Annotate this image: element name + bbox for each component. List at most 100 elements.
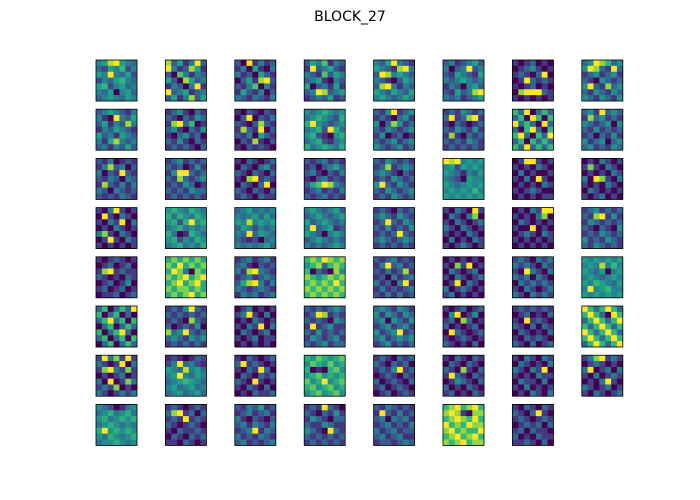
heatmap-cell [379,262,386,269]
heatmap-cell [402,225,410,232]
heatmap-cell [385,384,392,391]
heatmap-cell [547,170,554,177]
heatmap-cell [125,242,132,249]
heatmap-cell [327,132,334,139]
heatmap-cell [165,274,172,281]
heatmap-cell [171,378,178,385]
heatmap-cell [524,274,531,281]
heatmap-cell [258,83,265,90]
heatmap-cell [373,175,380,183]
heatmap-cell [587,77,594,84]
heatmap-cell [529,404,537,411]
heatmap-cell [269,416,277,423]
heatmap-cell [194,280,201,287]
heatmap-cell [443,95,450,102]
heatmap-cell [616,207,624,214]
heatmap-cell [547,427,554,434]
heatmap-cell [264,286,271,293]
heatmap-cell [310,416,317,423]
heatmap-cell [373,138,380,145]
heatmap-cell [264,291,271,299]
heatmap-cell [327,236,334,244]
heatmap-cell [391,262,398,269]
heatmap-cell [321,404,328,411]
heatmap-cell [264,231,271,238]
heatmap-cell [246,268,253,275]
heatmap-cell [125,286,132,293]
heatmap-cell [333,421,340,429]
heatmap-cell [524,378,531,385]
heatmap-cell [165,109,172,116]
heatmap-cell [402,280,410,287]
heatmap-cell [131,83,138,90]
heatmap-cell [119,311,126,319]
heatmap-cell [529,384,537,391]
heatmap-cell [119,219,126,226]
heatmap-cell [448,361,456,368]
heatmap-cell [385,274,392,281]
heatmap-cell [119,291,126,299]
heatmap-cell [593,144,600,151]
heatmap-cell [107,361,114,368]
heatmap-cell [188,225,195,232]
heatmap-cell [200,132,207,139]
heatmap-cell [397,181,404,188]
panel-frame [442,59,485,102]
heatmap-cell [611,170,618,177]
heatmap-cell [529,60,537,67]
heatmap-cell [194,219,201,226]
heatmap-cell [327,433,334,440]
heatmap-cell [252,274,259,281]
heatmap-cell [605,236,612,244]
heatmap-cell [333,329,340,336]
heatmap-cell [472,390,479,397]
heatmap-cell [478,175,485,183]
heatmap-cell [408,213,415,220]
heatmap-cell [304,126,311,133]
heatmap-cell [165,433,172,440]
heatmap-cell [373,262,380,269]
heatmap-cell [593,187,600,194]
heatmap-cell [518,126,525,133]
heatmap-cell [327,164,334,171]
heatmap-cell [397,378,404,385]
heatmap-cell [107,207,114,214]
heatmap-cell [512,207,519,214]
heatmap-cell [182,207,190,214]
heatmap-cell [107,77,114,84]
heatmap-cell [605,138,612,145]
heatmap-cell [616,158,624,165]
heatmap-cell [264,421,271,429]
heatmap-cell [240,341,247,348]
heatmap-cell [234,231,241,238]
heatmap-cell [448,126,456,133]
heatmap-cell [177,187,184,194]
heatmap-cell [131,109,138,116]
heatmap-cell [512,291,519,299]
heatmap-cell [234,89,241,96]
heatmap-cell [581,361,588,368]
heatmap-cell [518,231,525,238]
heatmap-cell [119,225,126,232]
heatmap-cell [605,317,612,324]
heatmap-cell [599,207,606,214]
heatmap-cell [529,138,537,145]
panel-frame [95,108,138,151]
heatmap-cell [391,329,398,336]
heatmap-cell [315,439,323,446]
heatmap-cell [310,126,317,133]
heatmap-cell [119,335,126,342]
heatmap-cell [264,193,271,200]
heatmap-cell [327,187,334,194]
heatmap-cell [264,366,271,374]
heatmap-cell [315,213,323,220]
heatmap-cell [535,274,542,281]
heatmap-cell [333,390,340,397]
heatmap-cell [599,256,606,263]
heatmap-cell [258,219,265,226]
heatmap-cell [321,317,328,324]
heatmap-cell [529,120,537,128]
heatmap-cell [547,366,554,374]
heatmap-cell [391,355,398,362]
heatmap-cell [593,262,600,269]
